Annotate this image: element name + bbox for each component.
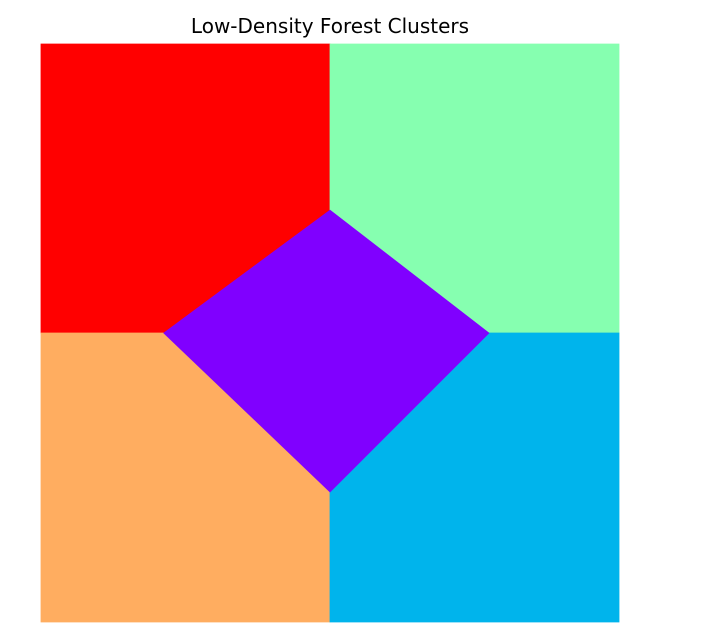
cluster-regions xyxy=(40,43,620,623)
region-center xyxy=(163,209,490,493)
chart-title: Low-Density Forest Clusters xyxy=(190,14,470,38)
